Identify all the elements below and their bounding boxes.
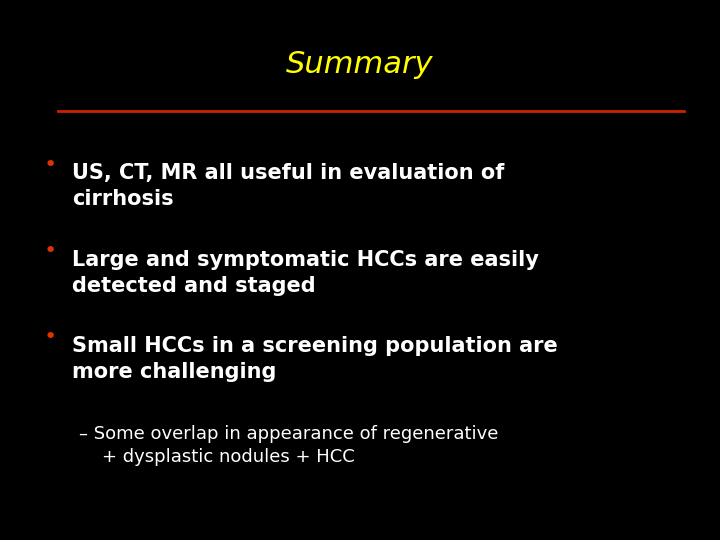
Text: Large and symptomatic HCCs are easily
detected and staged: Large and symptomatic HCCs are easily de… <box>72 250 539 295</box>
Text: US, CT, MR all useful in evaluation of
cirrhosis: US, CT, MR all useful in evaluation of c… <box>72 164 505 209</box>
Text: Small HCCs in a screening population are
more challenging: Small HCCs in a screening population are… <box>72 336 558 382</box>
Text: •: • <box>44 327 57 348</box>
Text: – Some overlap in appearance of regenerative
    + dysplastic nodules + HCC: – Some overlap in appearance of regenera… <box>79 424 498 467</box>
Text: •: • <box>44 241 57 261</box>
Text: Summary: Summary <box>287 50 433 79</box>
Text: •: • <box>44 154 57 175</box>
